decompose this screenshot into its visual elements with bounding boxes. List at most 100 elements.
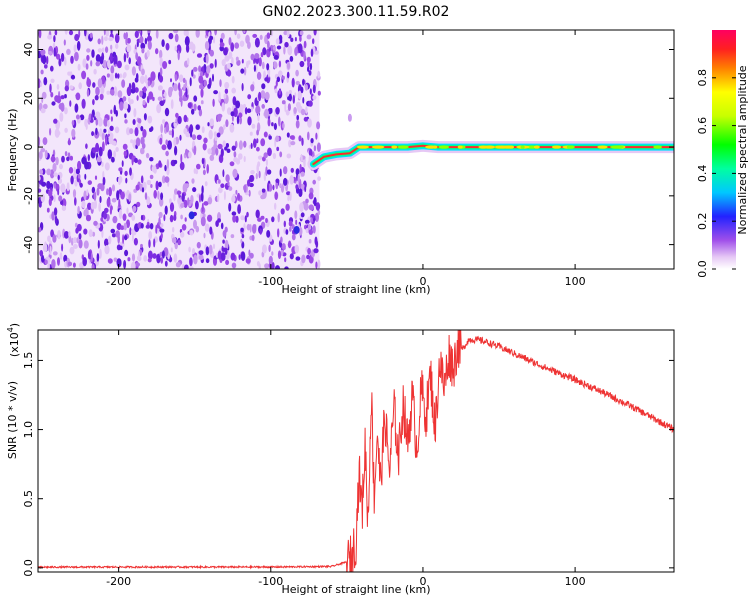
noise-speckle (76, 223, 82, 232)
noise-speckle (279, 151, 283, 158)
noise-speckle (115, 43, 119, 49)
noise-speckle (64, 107, 68, 115)
noise-speckle (310, 217, 313, 224)
noise-speckle (57, 188, 60, 196)
noise-speckle (208, 129, 213, 140)
noise-speckle (299, 30, 304, 36)
noise-speckle (92, 99, 95, 106)
noise-speckle (275, 135, 280, 143)
noise-speckle (253, 138, 257, 148)
noise-speckle (277, 250, 282, 259)
noise-speckle (187, 197, 190, 206)
noise-speckle (92, 82, 96, 88)
y-tick-label: 0.0 (22, 559, 35, 577)
noise-speckle (185, 183, 190, 188)
noise-speckle (64, 127, 68, 133)
noise-speckle (94, 175, 98, 180)
noise-speckle (268, 135, 272, 140)
noise-speckle (280, 208, 285, 215)
y-tick-label: 0.5 (22, 490, 35, 508)
noise-speckle (231, 145, 236, 151)
noise-speckle (124, 249, 129, 257)
noise-speckle (295, 184, 299, 190)
noise-speckle (262, 244, 267, 254)
noise-speckle (136, 95, 139, 101)
signal-highlight (391, 145, 398, 149)
noise-speckle (118, 167, 123, 172)
noise-speckle (238, 140, 243, 150)
x-tick-label: 100 (565, 575, 586, 588)
noise-speckle (248, 249, 251, 257)
noise-speckle (168, 87, 173, 98)
noise-speckle (308, 70, 312, 76)
noise-speckle (51, 211, 55, 221)
noise-speckle (164, 205, 168, 215)
noise-speckle (107, 258, 113, 264)
noise-speckle (281, 75, 285, 80)
noise-speckle (135, 73, 139, 81)
noise-speckle (75, 114, 80, 120)
noise-speckle (196, 53, 203, 58)
noise-speckle (170, 247, 173, 253)
noise-speckle (165, 139, 168, 146)
noise-speckle (108, 135, 114, 145)
noise-speckle (313, 30, 317, 36)
noise-speckle (313, 197, 317, 207)
noise-speckle (282, 122, 285, 129)
noise-speckle (166, 159, 170, 169)
noise-speckle (173, 159, 178, 165)
noise-speckle (164, 107, 170, 117)
noise-speckle (104, 238, 109, 247)
noise-speckle (144, 74, 148, 84)
noise-speckle (43, 77, 48, 86)
noise-speckle (98, 146, 103, 157)
noise-speckle (111, 184, 116, 192)
noise-speckle (86, 54, 90, 61)
x-tick-label: 0 (419, 275, 426, 288)
noise-speckle (273, 122, 277, 131)
noise-speckle (97, 78, 103, 88)
noise-speckle (236, 59, 241, 66)
noise-speckle (277, 212, 280, 223)
noise-speckle (209, 154, 215, 161)
noise-speckle (131, 156, 134, 166)
noise-speckle (303, 202, 309, 211)
noise-speckle (317, 210, 321, 215)
noise-speckle (139, 36, 144, 44)
noise-speckle (50, 155, 56, 163)
noise-speckle (240, 251, 246, 261)
noise-speckle (75, 168, 81, 175)
y-tick-label: 0 (22, 144, 35, 151)
noise-speckle (123, 32, 127, 40)
noise-speckle (131, 66, 136, 76)
noise-speckle (131, 214, 136, 221)
noise-speckle (315, 132, 318, 140)
noise-speckle (238, 153, 243, 160)
noise-speckle (73, 244, 78, 249)
noise-speckle (155, 30, 159, 39)
noise-speckle (225, 174, 230, 183)
noise-speckle (224, 226, 228, 233)
noise-speckle (123, 259, 127, 269)
noise-speckle (278, 70, 283, 78)
noise-speckle (207, 214, 213, 222)
noise-speckle (238, 254, 241, 260)
noise-speckle (121, 160, 124, 168)
noise-speckle (161, 144, 167, 151)
noise-speckle (172, 226, 175, 233)
noise-speckle (230, 234, 235, 239)
colorbar-tick-label: 0.4 (696, 165, 709, 183)
noise-speckle (173, 214, 177, 221)
colorbar-tick-label: 0.6 (696, 117, 709, 135)
noise-speckle (159, 197, 164, 207)
x-tick-label: -200 (106, 275, 131, 288)
noise-speckle (52, 162, 57, 172)
noise-speckle (158, 160, 162, 168)
noise-speckle (139, 90, 143, 98)
noise-speckle (286, 30, 290, 38)
noise-speckle (143, 113, 147, 121)
noise-speckle (57, 230, 61, 240)
noise-speckle (216, 132, 221, 138)
noise-speckle (292, 94, 295, 104)
noise-speckle (63, 231, 69, 239)
